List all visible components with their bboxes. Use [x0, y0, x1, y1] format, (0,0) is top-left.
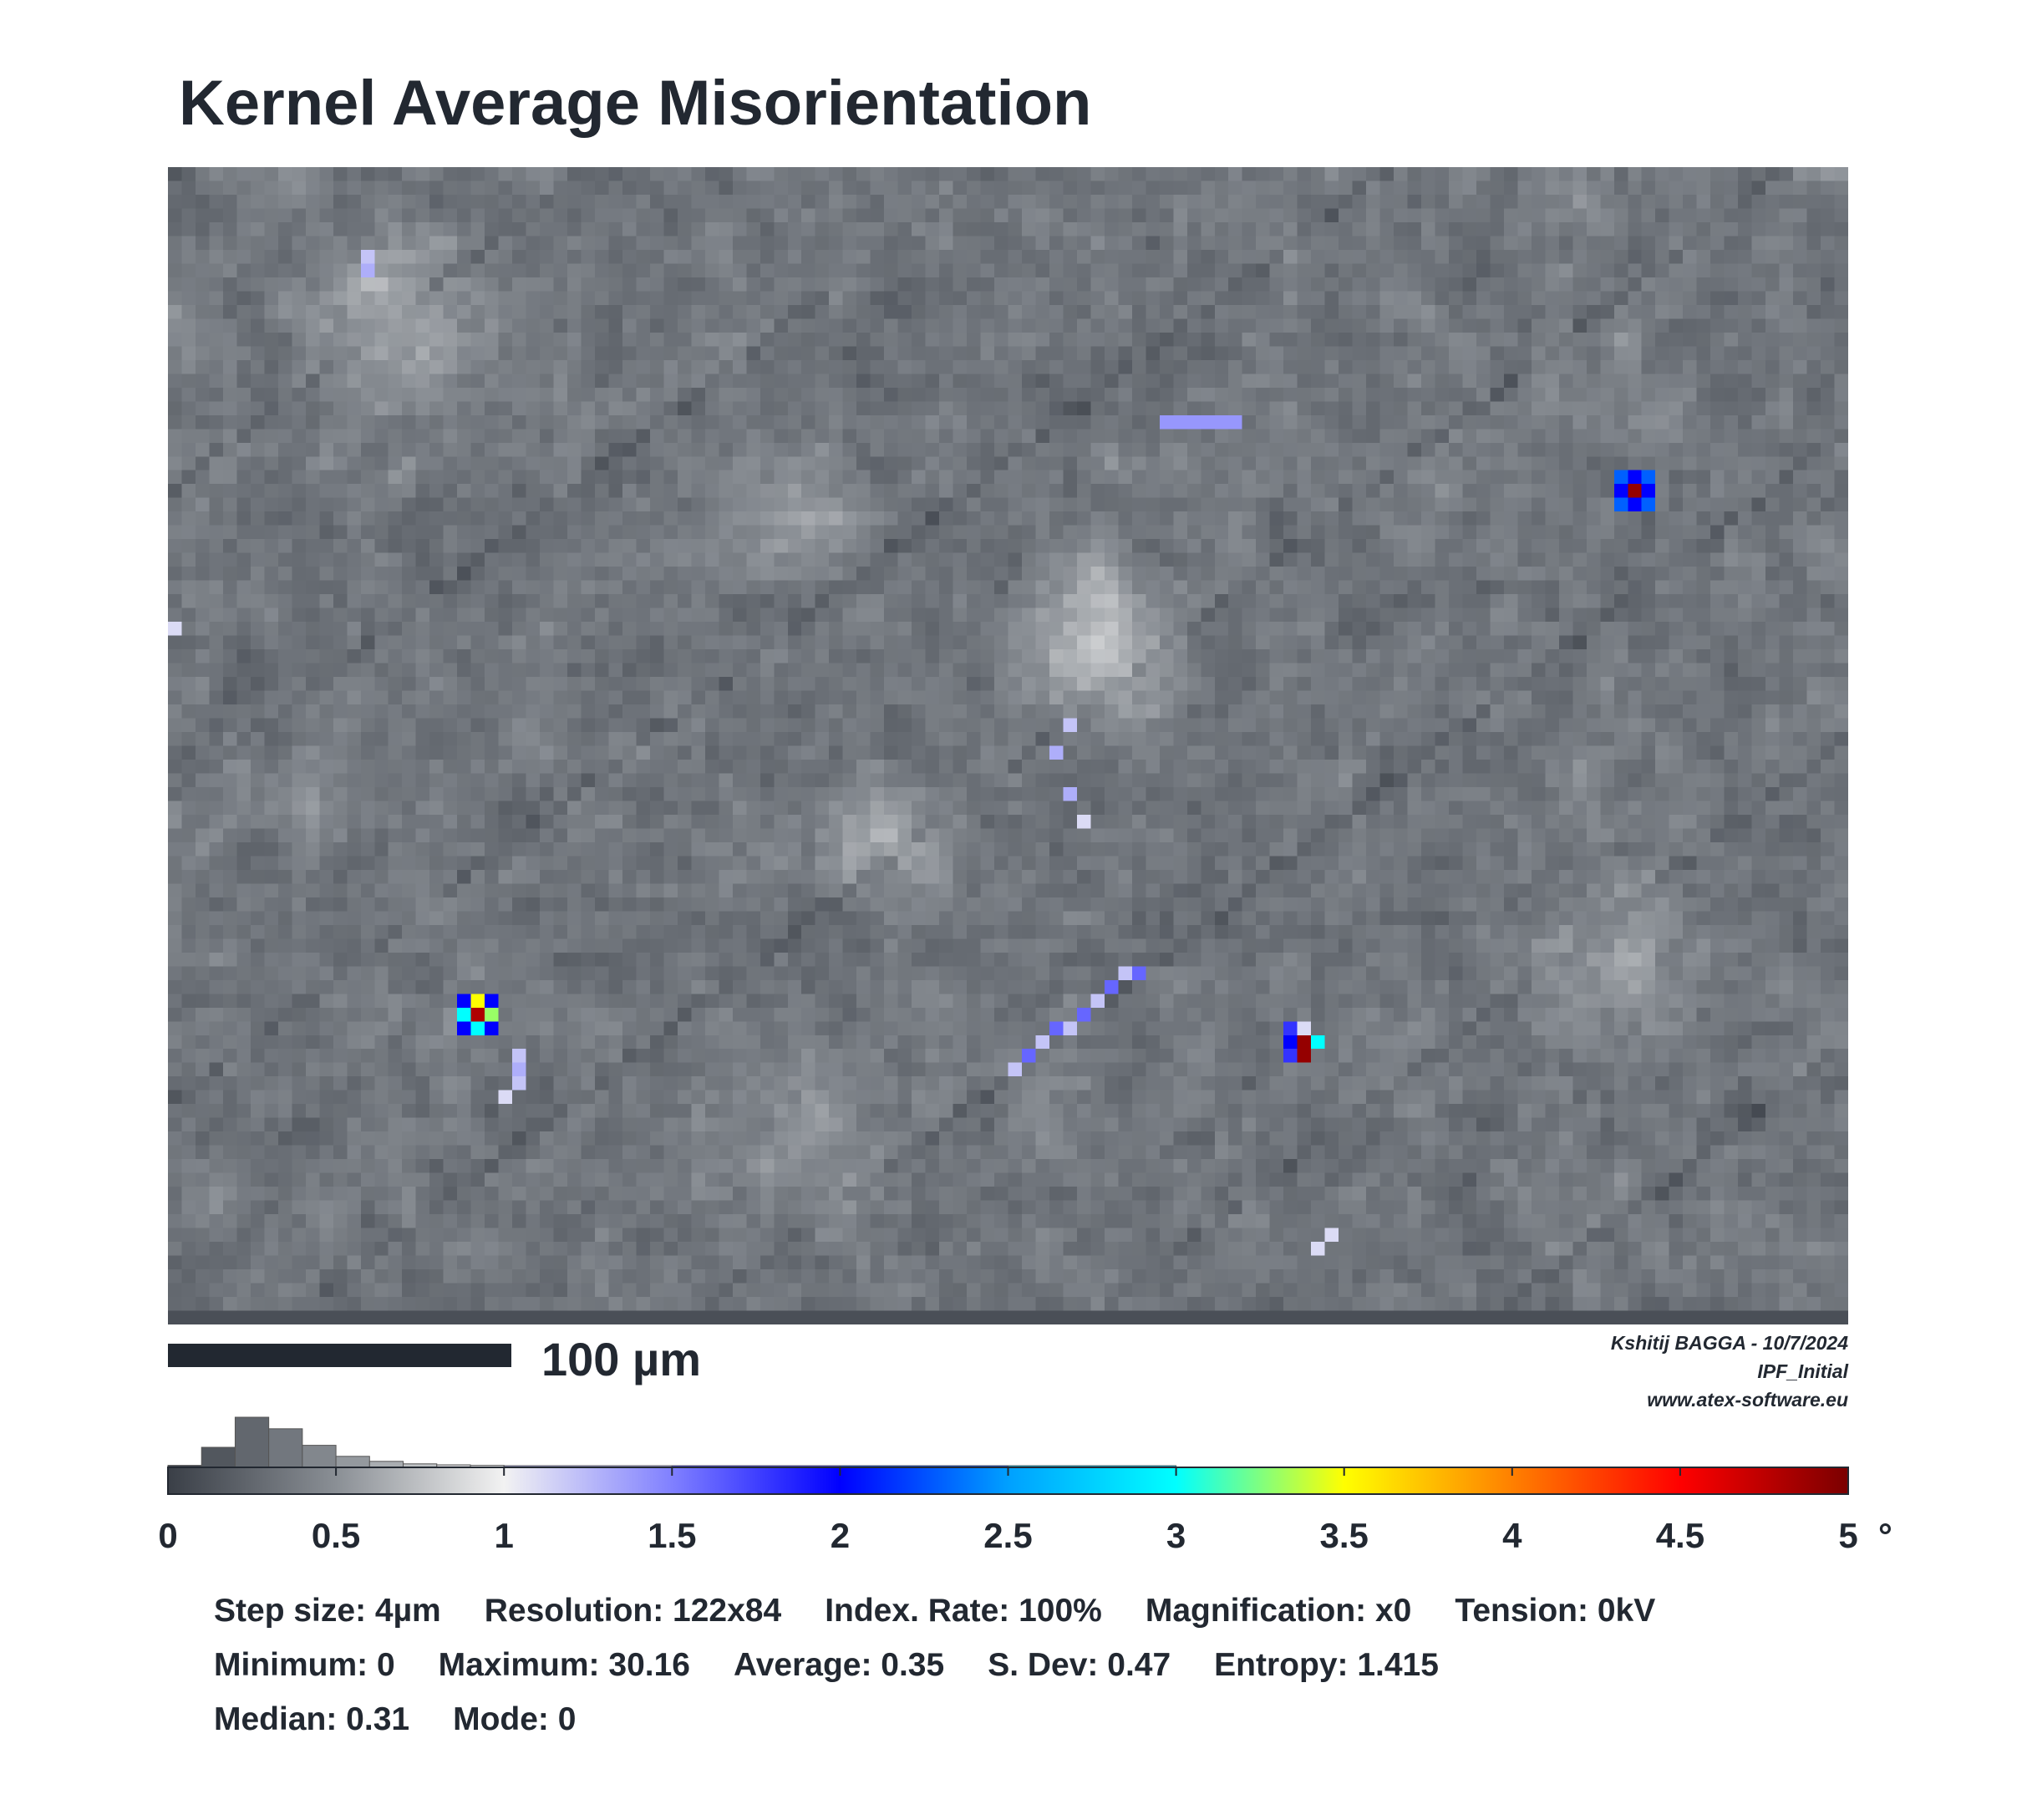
stats-row: Median: 0.31 Mode: 0	[214, 1692, 1699, 1746]
colorbar-tick-label: 0	[158, 1516, 177, 1554]
stat-item: Resolution: 122x84	[484, 1593, 782, 1629]
credits-website: www.atex-software.eu	[1647, 1389, 1848, 1411]
stat-item: Step size: 4µm	[214, 1593, 441, 1629]
histogram-bar	[302, 1445, 337, 1468]
stats-row: Step size: 4µm Resolution: 122x84 Index. R…	[214, 1584, 1699, 1638]
stat-item: Median: 0.31	[214, 1701, 410, 1737]
colorbar-tick-label: 5	[1838, 1516, 1857, 1554]
credits-author: Kshitij BAGGA - 10/7/2024	[1610, 1332, 1848, 1354]
histogram-bar	[268, 1428, 303, 1468]
stat-item: Mode: 0	[453, 1701, 577, 1737]
stat-item: S. Dev: 0.47	[988, 1647, 1171, 1683]
histogram-bar	[234, 1416, 270, 1468]
kam-heatmap-canvas	[168, 167, 1848, 1324]
stat-item: Minimum: 0	[214, 1647, 395, 1683]
chart-title: Kernel Average Misorientation	[179, 68, 1092, 139]
colorbar-tick-label: 2	[831, 1516, 850, 1554]
colorbar-ticks: 0 0.5 1 1.5 2 2.5 3 3.5 4 4.5 5	[158, 1467, 1858, 1554]
scale-bar-label: 100 µm	[541, 1333, 702, 1385]
colorbar-tick-label: 4.5	[1656, 1516, 1704, 1554]
stat-item: Tension: 0kV	[1455, 1593, 1656, 1629]
colorbar-tick-label: 3	[1166, 1516, 1186, 1554]
colorbar-tick-label: 0.5	[312, 1516, 360, 1554]
scale-bar	[168, 1344, 511, 1367]
histogram-bar	[368, 1461, 404, 1468]
stat-item: Maximum: 30.16	[438, 1647, 690, 1683]
colorbar-tick-label: 4	[1502, 1516, 1522, 1554]
stat-item: Entropy: 1.415	[1214, 1647, 1439, 1683]
colorbar: 0 0.5 1 1.5 2 2.5 3 3.5 4 4.5 5 °	[158, 1416, 1892, 1554]
credits: Kshitij BAGGA - 10/7/2024 IPF_Initial ww…	[1611, 1329, 1848, 1414]
credits-dataset: IPF_Initial	[1757, 1360, 1848, 1382]
stat-item: Index. Rate: 100%	[825, 1593, 1102, 1629]
colorbar-tick-label: 3.5	[1320, 1516, 1369, 1554]
kam-map	[168, 167, 1848, 1324]
colorbar-tick-label: 2.5	[983, 1516, 1032, 1554]
stats-row: Minimum: 0 Maximum: 30.16 Average: 0.35 S. …	[214, 1638, 1699, 1692]
colorbar-tick-label: 1.5	[648, 1516, 696, 1554]
colorbar-unit: °	[1878, 1516, 1892, 1554]
statistics: Step size: 4µm Resolution: 122x84 Index. R…	[214, 1584, 1699, 1746]
histogram-bar	[335, 1456, 370, 1468]
histogram-bar	[201, 1446, 236, 1468]
stat-item: Average: 0.35	[733, 1647, 945, 1683]
histogram	[167, 1416, 1177, 1468]
stat-item: Magnification: x0	[1145, 1593, 1412, 1629]
colorbar-tick-label: 1	[495, 1516, 514, 1554]
